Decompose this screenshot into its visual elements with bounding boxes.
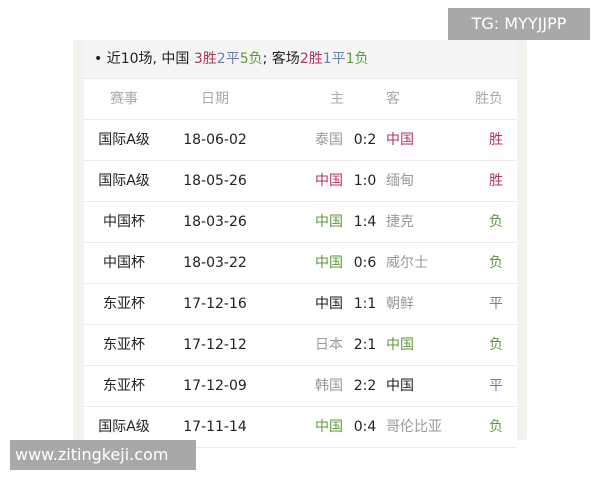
- competition-cell: 东亚杯: [103, 337, 145, 353]
- summary-prefix: • 近10场, 中国: [94, 51, 194, 67]
- score-cell: 0:4: [353, 419, 377, 435]
- competition-cell: 东亚杯: [103, 378, 145, 394]
- table-row[interactable]: 东亚杯 17-12-16 中国 1:1 朝鲜 平: [84, 284, 517, 325]
- date-cell: 17-12-12: [183, 337, 247, 353]
- table-row[interactable]: 国际A级 18-05-26 中国 1:0 缅甸 胜: [84, 161, 517, 202]
- result-cell: 负: [489, 255, 503, 271]
- date-cell: 18-03-26: [183, 214, 247, 230]
- home-team-cell: 泰国: [315, 132, 343, 148]
- table-row[interactable]: 国际A级 17-11-14 中国 0:4 哥伦比亚 负: [84, 407, 517, 448]
- away-team-cell: 朝鲜: [386, 296, 414, 312]
- away-team-cell: 缅甸: [386, 173, 414, 189]
- result-cell: 平: [489, 296, 503, 312]
- date-cell: 18-06-02: [183, 132, 247, 148]
- summary-away-prefix: ; 客场: [262, 51, 300, 67]
- summary-away-wins: 2胜: [299, 51, 323, 67]
- watermark-top: TG: MYYJJPP: [448, 8, 590, 40]
- away-team-cell: 威尔士: [386, 255, 428, 271]
- away-team-cell: 哥伦比亚: [386, 419, 442, 435]
- competition-cell: 中国杯: [103, 214, 145, 230]
- score-cell: 1:1: [353, 296, 377, 312]
- header-away: 客: [386, 91, 400, 107]
- home-team-cell: 韩国: [315, 378, 343, 394]
- home-team-cell: 中国: [315, 296, 343, 312]
- score-cell: 2:2: [353, 378, 377, 394]
- date-cell: 18-03-22: [183, 255, 247, 271]
- summary-draws: 2平: [216, 51, 240, 67]
- matches-panel: • 近10场, 中国 3胜2平5负; 客场2胜1平1负 赛事 日期 主 客 胜负…: [84, 40, 517, 448]
- result-cell: 负: [489, 214, 503, 230]
- result-cell: 胜: [489, 132, 503, 148]
- competition-cell: 东亚杯: [103, 296, 145, 312]
- table-row[interactable]: 中国杯 18-03-22 中国 0:6 威尔士 负: [84, 243, 517, 284]
- header-competition: 赛事: [110, 91, 138, 107]
- date-cell: 17-12-16: [183, 296, 247, 312]
- date-cell: 17-12-09: [183, 378, 247, 394]
- result-cell: 负: [489, 337, 503, 353]
- home-team-cell: 中国: [315, 255, 343, 271]
- summary-losses: 5负: [239, 51, 263, 67]
- table-row[interactable]: 中国杯 18-03-26 中国 1:4 捷克 负: [84, 202, 517, 243]
- header-date: 日期: [201, 91, 229, 107]
- away-team-cell: 中国: [386, 132, 414, 148]
- home-team-cell: 中国: [315, 214, 343, 230]
- score-cell: 0:2: [353, 132, 377, 148]
- home-team-cell: 中国: [315, 173, 343, 189]
- date-cell: 17-11-14: [183, 419, 247, 435]
- competition-cell: 国际A级: [98, 173, 150, 189]
- header-result: 胜负: [475, 91, 503, 107]
- score-cell: 0:6: [353, 255, 377, 271]
- result-cell: 平: [489, 378, 503, 394]
- table-header: 赛事 日期 主 客 胜负: [84, 79, 517, 120]
- summary-line: • 近10场, 中国 3胜2平5负; 客场2胜1平1负: [84, 40, 517, 79]
- table-row[interactable]: 东亚杯 17-12-09 韩国 2:2 中国 平: [84, 366, 517, 407]
- header-home: 主: [330, 91, 344, 107]
- date-cell: 18-05-26: [183, 173, 247, 189]
- score-cell: 1:0: [353, 173, 377, 189]
- summary-wins: 3胜: [193, 51, 217, 67]
- away-team-cell: 中国: [386, 378, 414, 394]
- score-cell: 2:1: [353, 337, 377, 353]
- result-cell: 负: [489, 419, 503, 435]
- away-team-cell: 中国: [386, 337, 414, 353]
- score-cell: 1:4: [353, 214, 377, 230]
- watermark-bottom: www.zitingkeji.com: [10, 440, 196, 470]
- home-team-cell: 中国: [315, 419, 343, 435]
- summary-away-draws: 1平: [322, 51, 346, 67]
- summary-away-losses: 1负: [345, 51, 369, 67]
- recent-matches-card: • 近10场, 中国 3胜2平5负; 客场2胜1平1负 赛事 日期 主 客 胜负…: [73, 40, 527, 448]
- table-row[interactable]: 东亚杯 17-12-12 日本 2:1 中国 负: [84, 325, 517, 366]
- table-row[interactable]: 国际A级 18-06-02 泰国 0:2 中国 胜: [84, 120, 517, 161]
- competition-cell: 国际A级: [98, 132, 150, 148]
- competition-cell: 中国杯: [103, 255, 145, 271]
- competition-cell: 国际A级: [98, 419, 150, 435]
- result-cell: 胜: [489, 173, 503, 189]
- home-team-cell: 日本: [315, 337, 343, 353]
- away-team-cell: 捷克: [386, 214, 414, 230]
